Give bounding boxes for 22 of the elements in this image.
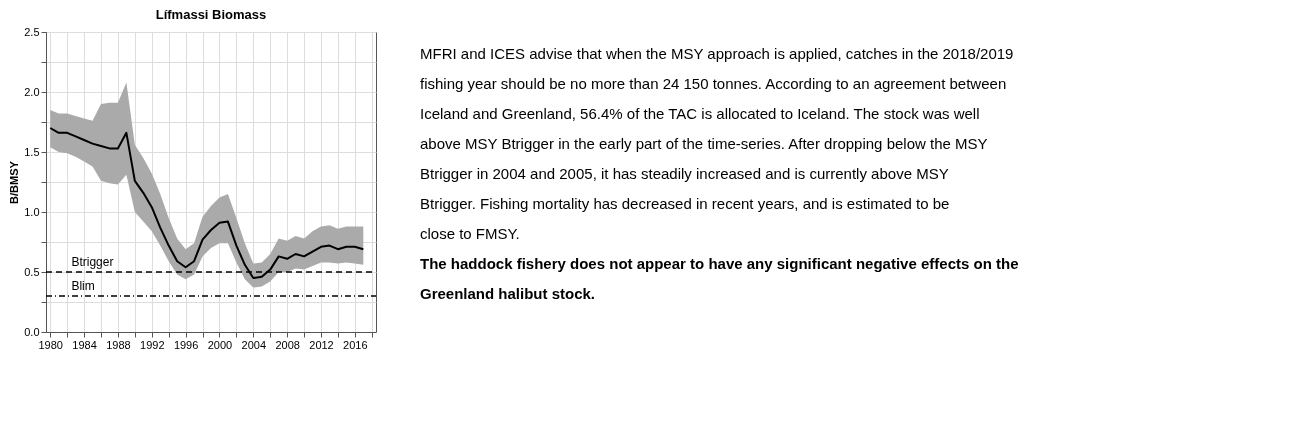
y-tick-label: 1.5 xyxy=(24,145,40,158)
x-tick-label: 2012 xyxy=(309,338,334,351)
ref-line-label: Btrigger xyxy=(71,255,114,269)
text: The haddock fishery does not appear to have any significant negative effects on the Greenland halibut stock. xyxy=(420,255,1019,302)
y-tick-label: 1.0 xyxy=(24,205,40,218)
ref-line-label: Blim xyxy=(71,279,95,293)
x-tick-label: 1992 xyxy=(140,338,165,351)
y-tick-label: 2.0 xyxy=(24,85,40,98)
x-tick-label: 1980 xyxy=(38,338,63,351)
y-axis-title: B/BMSY xyxy=(8,160,21,204)
y-tick-label: 0.0 xyxy=(24,325,40,338)
x-tick-label: 2004 xyxy=(241,338,267,351)
x-tick-label: 1984 xyxy=(72,338,97,351)
chart-title: Lífmassi Biomass xyxy=(155,7,267,22)
x-tick-label: 2008 xyxy=(275,338,300,351)
y-tick-label: 0.5 xyxy=(24,265,40,278)
x-tick-label: 1988 xyxy=(106,338,131,351)
x-tick-label: 1996 xyxy=(173,338,199,351)
y-tick-label: 2.5 xyxy=(24,25,40,38)
x-tick-label: 2000 xyxy=(207,338,233,351)
text: MFRI and ICES advise that when the MSY approach is applied, catches in the 2018/2019 fishing year should be no more than 24 150 tonnes. According to an agreement between Iceland and Greenland, 56.4% of the TAC is allocated to Iceland. The stock was well above MSY Btrigger in the early part of the time-series. After dropping below the MSY Btrigger in 2004 and 2005, it has steadily increased and is currently above MSY Btrigger. Fishing mortality has decreased in recent years, and is estimated to be close to FMSY. xyxy=(420,45,1014,242)
x-tick-label: 2016 xyxy=(343,338,368,351)
